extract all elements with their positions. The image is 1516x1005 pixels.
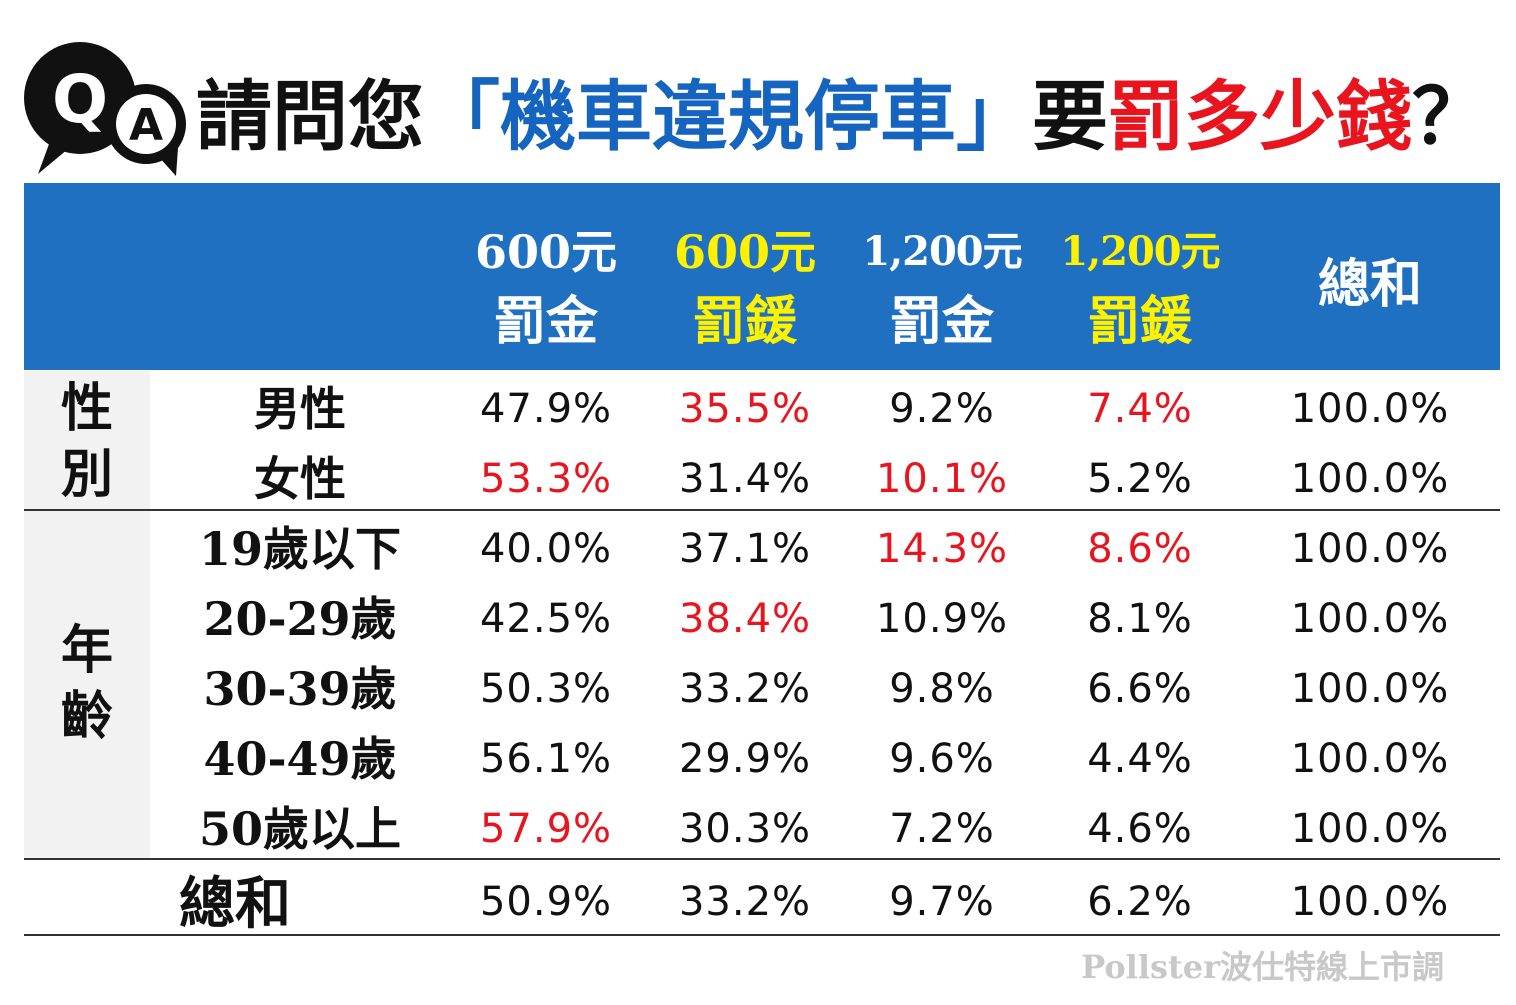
table-cell: 30.3%	[678, 806, 812, 852]
table-cell: 10.9%	[875, 596, 1009, 642]
table-cell: 4.6%	[1087, 806, 1193, 852]
table-cell: 5.2%	[1087, 456, 1193, 502]
table-cell: 42.5%	[479, 596, 613, 642]
table-cell: 100.0%	[1290, 806, 1450, 852]
table-cell: 9.8%	[889, 666, 995, 712]
table-row: 男性 47.9% 35.5% 9.2% 7.4% 100.0%	[0, 374, 1516, 444]
table-row: 50歲以上 57.9% 30.3% 7.2% 4.6% 100.0%	[0, 794, 1516, 864]
row-label: 40-49歲	[203, 732, 397, 786]
col-header-kind: 罰鍰	[1087, 291, 1192, 352]
title-highlight-red: 罰多少錢	[1108, 72, 1412, 161]
col-header-kind: 罰金	[493, 291, 598, 352]
page-title: 請問您「機車違規停車」要罰多少錢？	[196, 72, 1488, 162]
col-header-total: 總和	[1270, 250, 1470, 320]
logo-a-letter: A	[129, 100, 163, 151]
table-bottom-line	[24, 934, 1500, 936]
table-cell: 8.1%	[1087, 596, 1193, 642]
col-header-600-penalty: 600元 罰鍰	[645, 217, 845, 357]
table-cell: 100.0%	[1290, 666, 1450, 712]
highlight-cell: 7.4%	[1087, 386, 1193, 432]
row-label: 19歲以下	[198, 522, 401, 576]
table-cell: 47.9%	[479, 386, 613, 432]
title-highlight-blue: 「機車違規停車」	[424, 72, 1032, 161]
row-label: 男性	[254, 382, 346, 436]
row-label: 50歲以上	[198, 802, 401, 856]
total-cell: 33.2%	[678, 879, 812, 925]
group-label-char: 別	[60, 444, 113, 505]
title-suffix: ？	[1412, 72, 1488, 161]
title-middle: 要	[1032, 72, 1108, 161]
highlight-cell: 14.3%	[875, 526, 1009, 572]
total-cell: 9.7%	[889, 879, 995, 925]
q-bubble-icon: Q	[24, 42, 136, 174]
table-cell: 40.0%	[479, 526, 613, 572]
table-cell: 6.6%	[1087, 666, 1193, 712]
watermark: Pollster波仕特線上市調	[1081, 948, 1444, 986]
table-cell: 100.0%	[1290, 596, 1450, 642]
table-cell: 9.2%	[889, 386, 995, 432]
table-cell: 37.1%	[678, 526, 812, 572]
col-header-kind: 總和	[1317, 254, 1422, 315]
group-label-gender: 性別	[24, 376, 150, 508]
group-label-char: 齡	[60, 686, 113, 747]
table-cell: 9.6%	[889, 736, 995, 782]
qa-logo-icon: Q A	[24, 42, 186, 176]
col-header-kind: 罰金	[889, 291, 994, 352]
group-label-char: 年	[60, 620, 113, 681]
total-cell: 6.2%	[1087, 879, 1193, 925]
logo-q-letter: Q	[52, 61, 108, 138]
highlight-cell: 57.9%	[479, 806, 613, 852]
table-header-band	[24, 183, 1500, 370]
table-row: 30-39歲 50.3% 33.2% 9.8% 6.6% 100.0%	[0, 654, 1516, 724]
table-row: 20-29歲 42.5% 38.4% 10.9% 8.1% 100.0%	[0, 584, 1516, 654]
row-label: 30-39歲	[203, 662, 397, 716]
table-cell: 31.4%	[678, 456, 812, 502]
total-row-label: 總和	[179, 871, 291, 937]
col-header-1200-penalty: 1,200元 罰鍰	[1040, 217, 1240, 357]
table-cell: 4.4%	[1087, 736, 1193, 782]
table-cell: 100.0%	[1290, 736, 1450, 782]
table-cell: 100.0%	[1290, 386, 1450, 432]
col-header-kind: 罰鍰	[692, 291, 797, 352]
table-cell: 100.0%	[1290, 456, 1450, 502]
table-cell: 56.1%	[479, 736, 613, 782]
col-header-amount: 1,200元	[862, 228, 1022, 275]
title-prefix: 請問您	[196, 72, 424, 161]
table-cell: 33.2%	[678, 666, 812, 712]
highlight-cell: 53.3%	[479, 456, 613, 502]
group-divider	[24, 858, 1500, 860]
total-cell: 100.0%	[1290, 879, 1450, 925]
highlight-cell: 10.1%	[875, 456, 1009, 502]
total-row: 總和 50.9% 33.2% 9.7% 6.2% 100.0%	[0, 867, 1516, 937]
row-label: 女性	[254, 452, 346, 506]
table-row: 19歲以下 40.0% 37.1% 14.3% 8.6% 100.0%	[0, 514, 1516, 584]
row-label: 20-29歲	[203, 592, 397, 646]
table-cell: 50.3%	[479, 666, 613, 712]
group-label-char: 性	[60, 378, 113, 439]
group-label-age: 年齡	[24, 618, 150, 750]
total-cell: 50.9%	[479, 879, 613, 925]
highlight-cell: 35.5%	[678, 386, 812, 432]
group-age-bg	[24, 511, 150, 858]
highlight-cell: 38.4%	[678, 596, 812, 642]
highlight-cell: 8.6%	[1087, 526, 1193, 572]
group-gender-bg	[24, 371, 150, 509]
group-divider	[24, 509, 1500, 511]
col-header-600-fine: 600元 罰金	[446, 217, 646, 357]
col-header-amount: 1,200元	[1060, 228, 1220, 275]
col-header-amount: 600元	[474, 225, 618, 279]
table-cell: 100.0%	[1290, 526, 1450, 572]
table-row: 女性 53.3% 31.4% 10.1% 5.2% 100.0%	[0, 444, 1516, 514]
table-cell: 29.9%	[678, 736, 812, 782]
col-header-amount: 600元	[673, 225, 817, 279]
table-row: 40-49歲 56.1% 29.9% 9.6% 4.4% 100.0%	[0, 724, 1516, 794]
a-bubble-icon: A	[106, 84, 186, 176]
table-cell: 7.2%	[889, 806, 995, 852]
col-header-1200-fine: 1,200元 罰金	[842, 217, 1042, 357]
